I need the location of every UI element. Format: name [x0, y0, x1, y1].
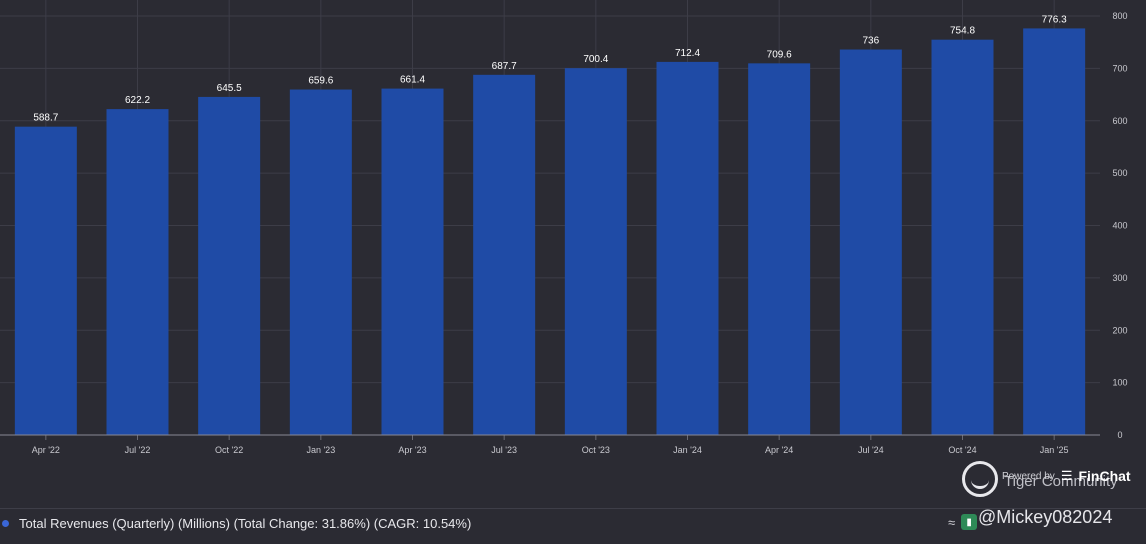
revenue-bar-chart: 588.7 622.2 645.5 659.6 661.4 687.7 700.4 712.4…: [0, 0, 1128, 455]
bar-value-label: 736: [862, 36, 879, 47]
x-tick-label: Apr '22: [32, 445, 60, 455]
bar[interactable]: [14, 126, 77, 436]
bar[interactable]: [931, 39, 994, 436]
bar-value-label: 754.8: [950, 26, 975, 37]
bar-value-labels: 588.7 622.2 645.5 659.6 661.4 687.7 700.4 712.4…: [33, 14, 1067, 123]
trend-lines-icon[interactable]: ≈: [948, 514, 956, 530]
bar-value-label: 588.7: [33, 113, 58, 124]
tiger-logo-icon: [962, 461, 998, 497]
footer-divider: [0, 508, 1146, 509]
y-tick-label: 800: [1112, 11, 1127, 21]
y-tick-label: 600: [1112, 116, 1127, 126]
watermark-text: Tiger Community: [1004, 472, 1118, 490]
tiger-community-watermark: Tiger Community: [962, 461, 1118, 497]
y-tick-label: 0: [1117, 430, 1122, 440]
bar[interactable]: [473, 74, 536, 435]
x-axis-ticks: Apr '22 Jul '22 Oct '22 Jan '23 Apr '23 Jul '…: [32, 435, 1069, 455]
legend-series-label: Total Revenues (Quarterly) (Millions) (T…: [19, 515, 472, 531]
bar-chart-badge-icon[interactable]: ▮: [961, 514, 978, 530]
x-tick-label: Jul '22: [125, 445, 151, 455]
powered-by-label: Powered by: [1002, 470, 1055, 482]
bar[interactable]: [748, 63, 811, 436]
bar-value-label: 645.5: [217, 83, 242, 94]
y-tick-label: 500: [1112, 168, 1127, 178]
legend[interactable]: Total Revenues (Quarterly) (Millions) (T…: [0, 514, 471, 532]
bar-value-label: 687.7: [492, 61, 517, 72]
bar[interactable]: [289, 89, 352, 436]
powered-by-finchat[interactable]: Powered by ☰ FinChat: [1002, 468, 1131, 484]
bar-value-label: 661.4: [400, 75, 425, 86]
y-tick-label: 300: [1112, 273, 1127, 283]
x-tick-label: Jan '25: [1040, 445, 1069, 455]
y-tick-label: 200: [1112, 325, 1127, 335]
chart-toolbar: ≈ ▮: [948, 510, 978, 534]
bar[interactable]: [381, 88, 444, 436]
user-handle-watermark: @Mickey082024: [978, 507, 1113, 527]
bar[interactable]: [564, 68, 627, 435]
bar-value-label: 700.4: [583, 54, 608, 65]
bar[interactable]: [106, 109, 169, 436]
bars: [14, 28, 1086, 436]
x-tick-label: Apr '23: [398, 445, 426, 455]
legend-series-dot: [2, 519, 9, 527]
y-axis-ticks: 0 100 200 300 400 500 600 700 800: [1112, 11, 1127, 440]
y-tick-label: 100: [1112, 378, 1127, 388]
bar[interactable]: [656, 61, 719, 436]
x-tick-label: Oct '22: [215, 445, 243, 455]
bar[interactable]: [198, 96, 261, 435]
x-tick-label: Jul '24: [858, 445, 884, 455]
x-tick-label: Jan '23: [306, 445, 335, 455]
bar-value-label: 659.6: [308, 76, 333, 87]
y-tick-label: 700: [1112, 63, 1127, 73]
y-tick-label: 400: [1112, 221, 1127, 231]
x-tick-label: Jul '23: [491, 445, 517, 455]
bar-value-label: 776.3: [1042, 14, 1067, 25]
bar-value-label: 709.6: [767, 49, 792, 60]
bar-value-label: 712.4: [675, 48, 700, 59]
x-tick-label: Oct '23: [582, 445, 610, 455]
finchat-logo-icon: ☰: [1060, 468, 1073, 483]
finchat-brand: FinChat: [1078, 468, 1131, 484]
bar[interactable]: [839, 49, 902, 436]
x-tick-label: Oct '24: [948, 445, 976, 455]
bar[interactable]: [1023, 28, 1086, 436]
bar-value-label: 622.2: [125, 95, 150, 106]
x-tick-label: Apr '24: [765, 445, 793, 455]
x-tick-label: Jan '24: [673, 445, 702, 455]
